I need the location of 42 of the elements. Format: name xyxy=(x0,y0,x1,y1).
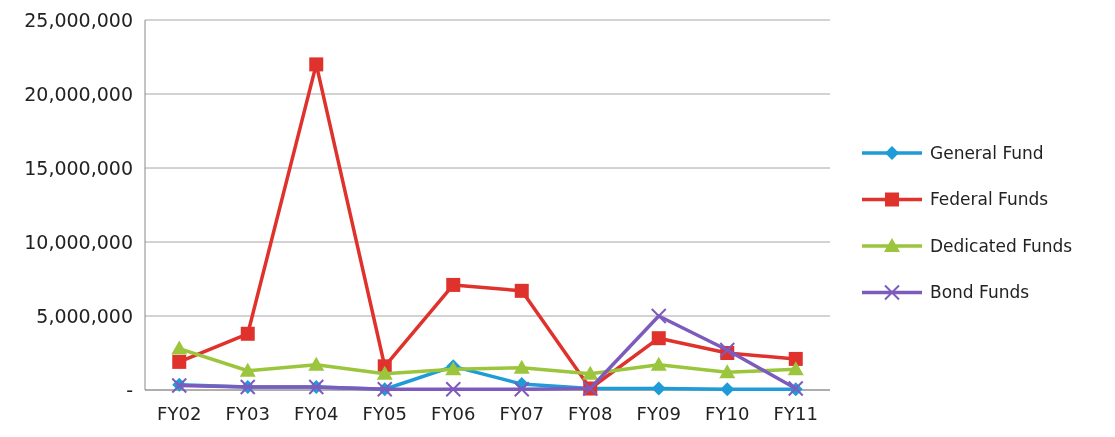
x-tick-label: FY06 xyxy=(431,403,476,424)
point xyxy=(788,351,803,366)
point xyxy=(720,382,735,397)
point xyxy=(513,381,530,398)
point xyxy=(650,356,667,371)
point xyxy=(787,361,804,376)
legend-label: Federal Funds xyxy=(930,189,1049,210)
y-tick-label: - xyxy=(126,378,133,401)
point xyxy=(240,326,255,341)
point xyxy=(651,381,666,396)
point xyxy=(376,365,393,380)
point xyxy=(446,277,461,292)
legend-label: Dedicated Funds xyxy=(930,235,1073,256)
point xyxy=(514,283,529,298)
point xyxy=(651,331,666,346)
point xyxy=(309,57,324,72)
point xyxy=(239,362,256,377)
y-tick-label: 25,000,000 xyxy=(24,8,133,31)
point xyxy=(171,340,188,355)
point xyxy=(650,308,667,324)
y-tick-label: 20,000,000 xyxy=(24,82,133,105)
point xyxy=(308,356,325,371)
legend-label: Bond Funds xyxy=(930,282,1030,303)
x-tick-label: FY03 xyxy=(225,403,270,424)
x-tick-label: FY08 xyxy=(568,403,613,424)
point xyxy=(719,364,736,379)
x-tick-label: FY09 xyxy=(636,403,681,424)
y-tick-label: 10,000,000 xyxy=(24,230,133,253)
x-tick-label: FY02 xyxy=(157,403,202,424)
legend-label: General Fund xyxy=(930,142,1044,163)
point xyxy=(445,381,462,398)
point xyxy=(513,359,530,374)
point xyxy=(719,342,736,359)
y-tick-label: 5,000,000 xyxy=(36,304,133,327)
point xyxy=(172,354,187,369)
point xyxy=(582,365,599,380)
y-tick-label: 15,000,000 xyxy=(24,156,133,179)
x-tick-label: FY04 xyxy=(294,403,339,424)
x-tick-label: FY07 xyxy=(499,403,544,424)
x-tick-label: FY11 xyxy=(773,403,818,424)
x-tick-label: FY05 xyxy=(362,403,407,424)
x-tick-label: FY10 xyxy=(705,403,750,424)
